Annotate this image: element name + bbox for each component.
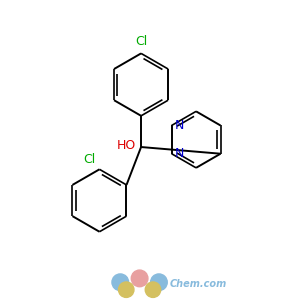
Text: N: N: [175, 119, 184, 132]
Text: Chem.com: Chem.com: [169, 279, 226, 289]
Text: Cl: Cl: [135, 35, 147, 48]
Circle shape: [145, 282, 161, 297]
Circle shape: [112, 274, 129, 291]
Text: N: N: [175, 147, 184, 160]
Circle shape: [131, 270, 148, 287]
Text: HO: HO: [116, 139, 136, 152]
Circle shape: [118, 282, 134, 297]
Text: Cl: Cl: [83, 153, 95, 166]
Circle shape: [151, 274, 167, 291]
